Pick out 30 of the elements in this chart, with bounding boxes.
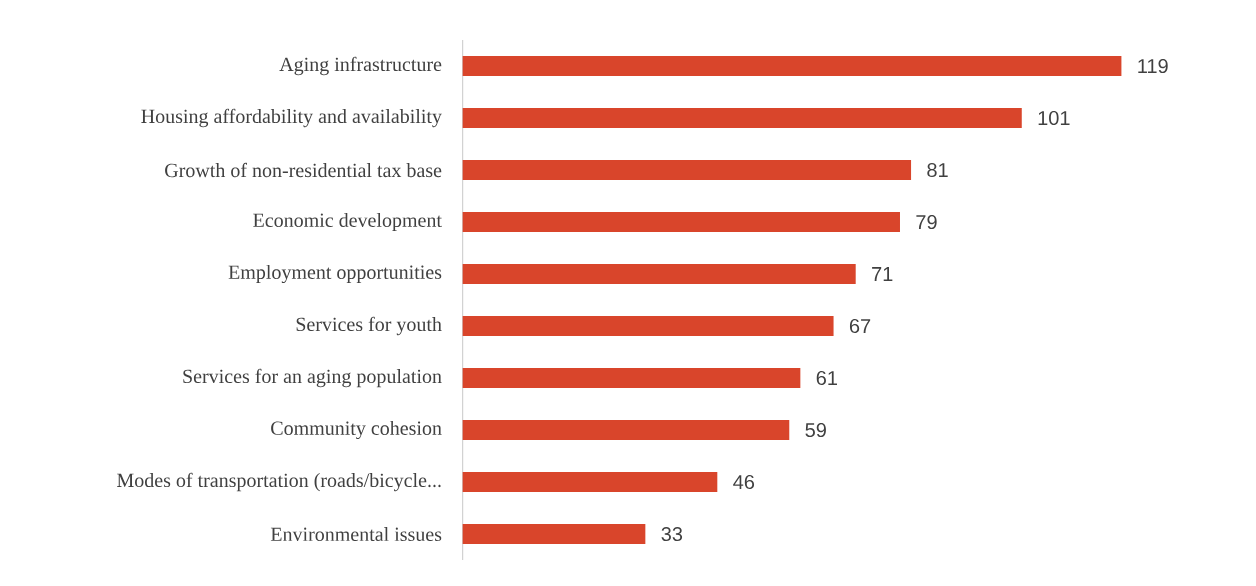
y-tick-label: Employment opportunities	[228, 264, 442, 284]
y-tick-label: Services for youth	[296, 316, 442, 336]
bar	[462, 524, 646, 544]
data-label: 119	[1138, 58, 1168, 74]
data-label: 79	[916, 214, 937, 230]
bar	[462, 212, 900, 233]
y-tick-label: Environmental issues	[270, 526, 442, 542]
bar	[462, 264, 856, 284]
y-tick-label: Community cohesion	[271, 420, 442, 440]
y-tick-label: Economic development	[253, 212, 442, 232]
data-label: 33	[661, 526, 683, 542]
bar	[462, 316, 834, 336]
data-label: 59	[805, 422, 826, 438]
y-tick-label: Services for an aging population	[183, 368, 442, 388]
data-label: 67	[849, 318, 871, 334]
y-tick-label: Housing affordability and availability	[141, 108, 442, 128]
data-label: 81	[927, 162, 948, 178]
bar	[462, 108, 1022, 128]
bar	[462, 472, 718, 493]
bar	[462, 160, 912, 181]
y-tick-label: Modes of transportation (roads/bicycle...	[117, 472, 441, 492]
y-tick-label: Aging infrastructure	[279, 56, 442, 76]
data-label: 46	[733, 474, 755, 490]
bar	[462, 56, 1122, 76]
data-label: 61	[816, 370, 837, 386]
data-label: 101	[1038, 110, 1070, 126]
bar	[462, 368, 801, 389]
data-label: 71	[872, 267, 893, 281]
y-tick-label: Growth of non-residential tax base	[165, 162, 442, 178]
bar	[462, 420, 790, 441]
